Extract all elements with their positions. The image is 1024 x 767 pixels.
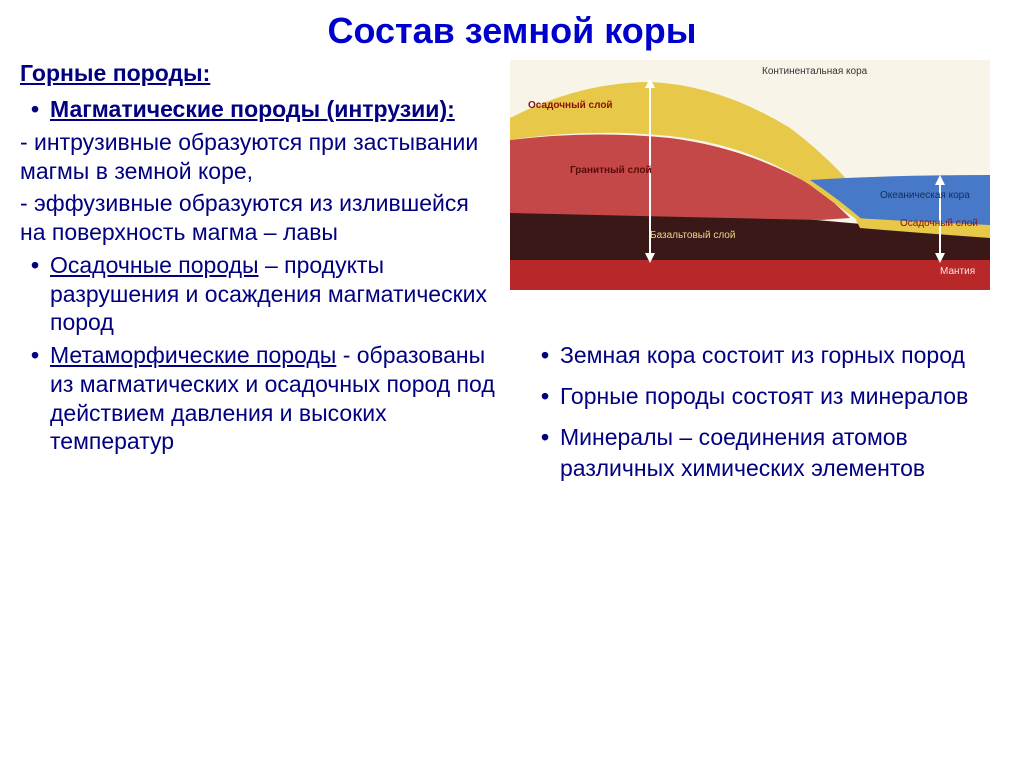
sedimentary-item: • Осадочные породы – продукты разрушения… — [20, 251, 500, 337]
page-title: Состав земной коры — [20, 10, 1004, 52]
basalt-layer-label: Базальтовый слой — [650, 230, 735, 241]
metamorphic-item: • Метаморфические породы - образованы из… — [20, 341, 500, 456]
bullet-icon: • — [20, 341, 50, 456]
ocean-crust-label: Океаническая кора — [880, 190, 970, 201]
magmatic-label: Магматические породы (интрузии): — [50, 95, 500, 124]
crust-diagram: Континентальная кора Осадочный слой Гран… — [510, 60, 990, 290]
rocks-minerals-text: Горные породы состоят из минералов — [560, 381, 1004, 412]
magmatic-item: • Магматические породы (интрузии): — [20, 95, 500, 124]
intrusive-item: - интрузивные образуются при застывании … — [20, 128, 500, 186]
right-bullet-list: • Земная кора состоит из горных пород • … — [510, 340, 1004, 494]
bullet-icon: • — [530, 340, 560, 371]
crust-composition-text: Земная кора состоит из горных пород — [560, 340, 1004, 371]
crust-composition-item: • Земная кора состоит из горных пород — [530, 340, 1004, 371]
effusive-item: - эффузивные образуются из излившейся на… — [20, 189, 500, 247]
minerals-atoms-text: Минералы – соединения атомов различных х… — [560, 422, 1004, 484]
ocean-sediment-label: Осадочный слой — [900, 218, 978, 229]
metamorphic-text: Метаморфические породы - образованы из м… — [50, 341, 500, 456]
minerals-atoms-item: • Минералы – соединения атомов различных… — [530, 422, 1004, 484]
sedimentary-text: Осадочные породы – продукты разрушения и… — [50, 251, 500, 337]
mantle-label: Мантия — [940, 266, 975, 277]
sedimentary-layer-label: Осадочный слой — [528, 100, 613, 111]
bullet-icon: • — [530, 381, 560, 412]
left-column: Горные породы: • Магматические породы (и… — [20, 60, 500, 494]
bullet-icon: • — [20, 95, 50, 124]
right-column: Континентальная кора Осадочный слой Гран… — [510, 60, 1004, 494]
rocks-heading: Горные породы: — [20, 60, 500, 87]
continental-label: Континентальная кора — [762, 66, 867, 77]
metamorphic-label: Метаморфические породы — [50, 342, 336, 368]
bullet-icon: • — [530, 422, 560, 484]
bullet-icon: • — [20, 251, 50, 337]
rocks-minerals-item: • Горные породы состоят из минералов — [530, 381, 1004, 412]
granite-layer-label: Гранитный слой — [570, 165, 652, 176]
sedimentary-label: Осадочные породы — [50, 252, 259, 278]
main-content: Горные породы: • Магматические породы (и… — [20, 60, 1004, 494]
